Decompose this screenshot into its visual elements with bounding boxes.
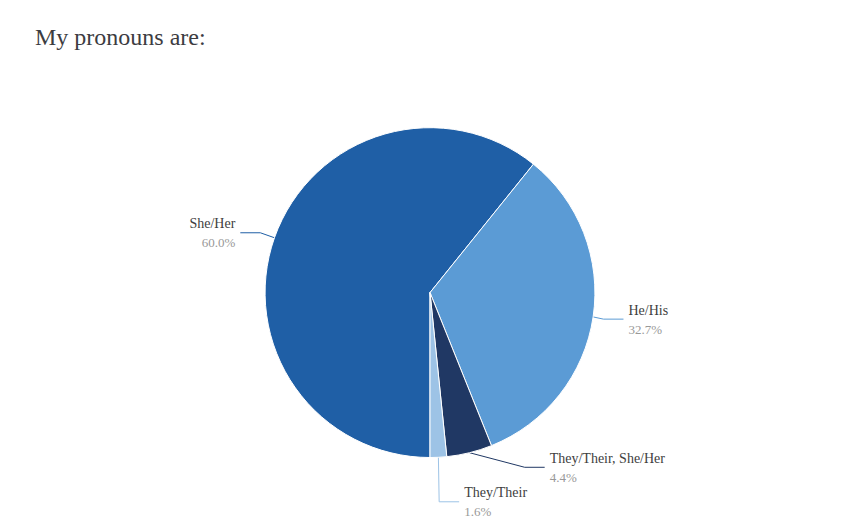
svg-text:She/Her: She/Her <box>189 216 235 231</box>
svg-text:They/Their, She/Her: They/Their, She/Her <box>550 451 666 466</box>
svg-text:He/His: He/His <box>628 303 668 318</box>
svg-text:32.7%: 32.7% <box>628 322 662 337</box>
svg-text:60.0%: 60.0% <box>202 235 236 250</box>
svg-text:4.4%: 4.4% <box>550 470 577 485</box>
svg-text:They/Their: They/Their <box>464 485 527 500</box>
svg-text:1.6%: 1.6% <box>464 504 491 519</box>
svg-text:My pronouns are:: My pronouns are: <box>35 24 206 50</box>
